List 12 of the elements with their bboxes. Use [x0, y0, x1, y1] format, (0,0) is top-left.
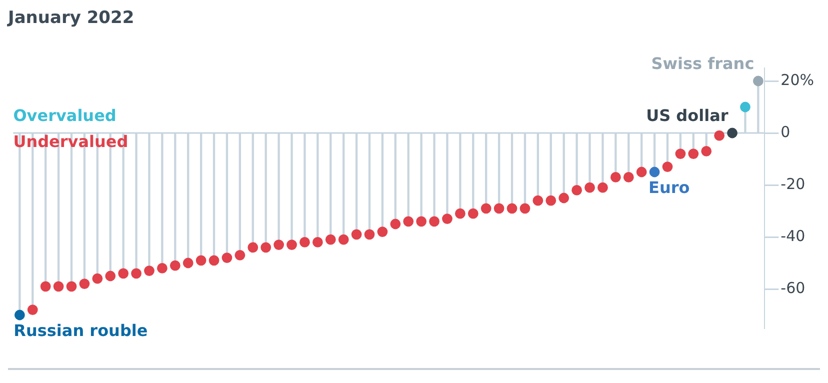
y-tick-label: 0 [780, 122, 790, 141]
text: Overvalued [13, 106, 116, 126]
y-tick-label: -40 [780, 226, 806, 245]
annotation: Russian rouble [14, 321, 148, 340]
chart-title: January 2022 [8, 8, 136, 30]
y-tick-label: -20 [780, 174, 806, 193]
text: Undervalued [13, 132, 128, 152]
y-tick-label: -60 [780, 278, 806, 297]
annotation: Swiss franc [651, 54, 754, 74]
annotation: US dollar [646, 106, 728, 126]
y-tick-label: 20% [780, 70, 814, 89]
annotation: Euro [648, 178, 690, 198]
